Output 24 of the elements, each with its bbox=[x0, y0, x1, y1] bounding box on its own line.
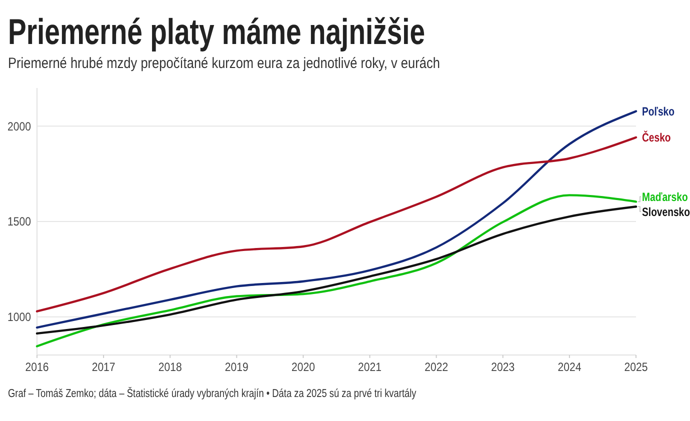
x-tick-label: 2025 bbox=[624, 361, 648, 374]
x-tick-label: 2022 bbox=[424, 361, 448, 374]
x-tick-label: 2020 bbox=[291, 361, 315, 374]
x-tick-label: 2023 bbox=[491, 361, 515, 374]
x-tick-label: 2017 bbox=[92, 361, 116, 374]
line-series bbox=[36, 136, 638, 312]
chart-title: Priemerné platy máme najnižšie bbox=[8, 11, 426, 52]
x-tick-label: 2016 bbox=[25, 361, 49, 374]
x-tick-label: 2019 bbox=[224, 361, 248, 374]
series-label: Poľsko bbox=[642, 106, 675, 119]
y-tick-label: 2000 bbox=[8, 120, 31, 134]
line-series bbox=[36, 194, 638, 348]
series-label: Maďarsko bbox=[642, 190, 688, 204]
series-label: Slovensko bbox=[642, 206, 690, 220]
line-series bbox=[36, 110, 638, 329]
line-series bbox=[36, 206, 638, 335]
series-label: Česko bbox=[642, 130, 672, 145]
text: Graf – Tomáš Zemko; dáta – Štatistické úrady vybraných krajín • Dáta za 2025 sú za prvé tri kvartály bbox=[8, 386, 417, 400]
y-tick-label: 1000 bbox=[8, 312, 31, 324]
y-tick-label: 1500 bbox=[8, 216, 31, 229]
x-tick-label: 2018 bbox=[158, 361, 182, 374]
chart-subtitle: Priemerné hrubé mzdy prepočítané kurzom eura za jednotlivé roky, v eurách bbox=[8, 54, 440, 72]
x-tick-label: 2021 bbox=[358, 361, 382, 374]
x-tick-label: 2024 bbox=[558, 361, 582, 374]
